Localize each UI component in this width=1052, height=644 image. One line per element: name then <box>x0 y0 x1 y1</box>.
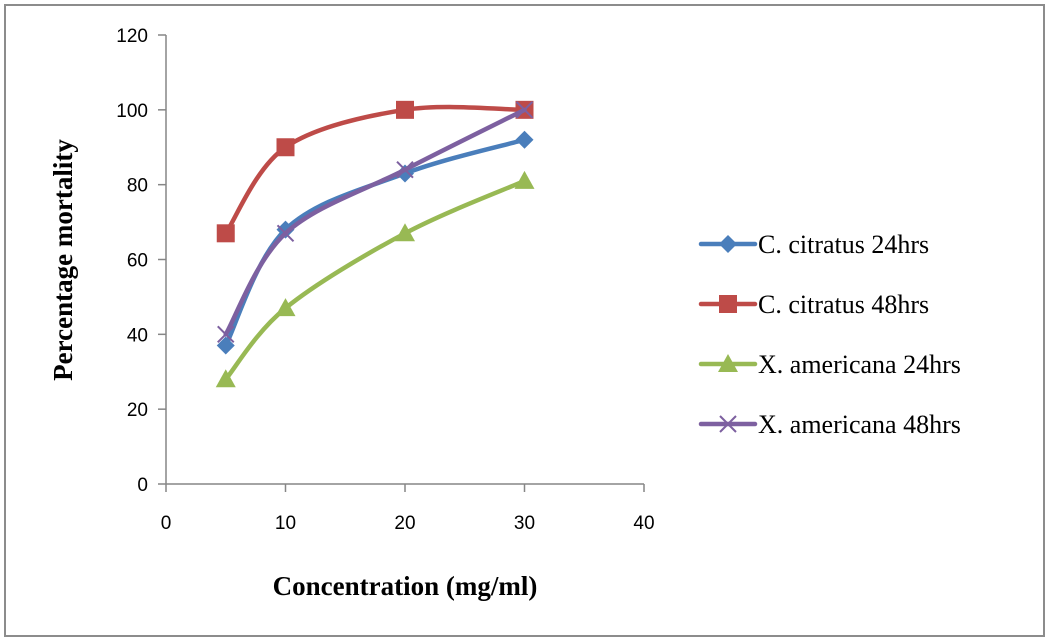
legend-label: X. americana 24hrs <box>758 350 961 379</box>
legend-item: X. americana 48hrs <box>698 410 961 439</box>
data-point <box>514 170 535 189</box>
data-point <box>276 224 295 243</box>
y-tick-label: 20 <box>127 400 148 421</box>
x-marker-stroke <box>276 224 295 243</box>
y-tick-label: 40 <box>127 325 148 346</box>
series-line <box>223 107 527 337</box>
y-tick-label: 60 <box>127 251 148 272</box>
x-marker-stroke <box>515 101 534 119</box>
y-tick-label: 0 <box>137 475 148 496</box>
x-marker-stroke <box>217 325 235 344</box>
y-tick-label: 120 <box>116 26 148 47</box>
x-axis-title: Concentration (mg/ml) <box>273 571 538 601</box>
data-point <box>276 138 295 157</box>
data-point <box>216 336 235 355</box>
x-marker-stroke <box>719 415 737 433</box>
x-tick-label: 40 <box>633 513 654 534</box>
legend-label: C. citratus 24hrs <box>758 230 929 259</box>
axes: 0 20 40 60 80 100 120 0 10 20 30 40 <box>116 26 654 534</box>
data-point <box>515 101 534 119</box>
data-point <box>396 160 414 179</box>
data-point <box>276 220 295 239</box>
data-point <box>275 298 296 317</box>
x-tick-label: 30 <box>514 513 535 534</box>
y-tick-label: 80 <box>127 176 148 197</box>
series-c-citratus-24hrs <box>216 130 534 355</box>
legend-marker <box>718 354 738 372</box>
series-x-americana-48hrs <box>217 101 534 344</box>
x-marker-stroke <box>396 160 414 179</box>
legend-item: C. citratus 24hrs <box>698 230 929 259</box>
series-layer <box>215 100 535 388</box>
series-line <box>223 104 527 236</box>
legend-marker <box>719 415 737 433</box>
series-x-americana-24hrs <box>215 170 535 388</box>
legend-marker <box>719 235 737 253</box>
data-point <box>215 369 236 388</box>
series-c-citratus-48hrs <box>216 100 534 243</box>
series-line <box>223 137 527 348</box>
legend-item: C. citratus 48hrs <box>698 290 929 319</box>
data-point <box>515 130 534 149</box>
legend-item: X. americana 24hrs <box>698 350 961 379</box>
series-line <box>223 178 527 382</box>
x-tick-label: 0 <box>161 513 172 534</box>
legend-marker <box>719 295 737 313</box>
y-axis-title: Percentage mortality <box>48 139 78 381</box>
legend: C. citratus 24hrs C. citratus 48hrs X. ame… <box>698 230 961 439</box>
data-point <box>396 100 414 119</box>
x-tick-label: 10 <box>275 513 296 534</box>
data-point <box>395 223 415 242</box>
legend-label: X. americana 48hrs <box>758 410 961 439</box>
x-tick-label: 20 <box>394 513 415 534</box>
y-tick-label: 100 <box>116 101 148 122</box>
legend-label: C. citratus 48hrs <box>758 290 929 319</box>
data-point <box>216 224 235 243</box>
data-point <box>217 325 235 344</box>
